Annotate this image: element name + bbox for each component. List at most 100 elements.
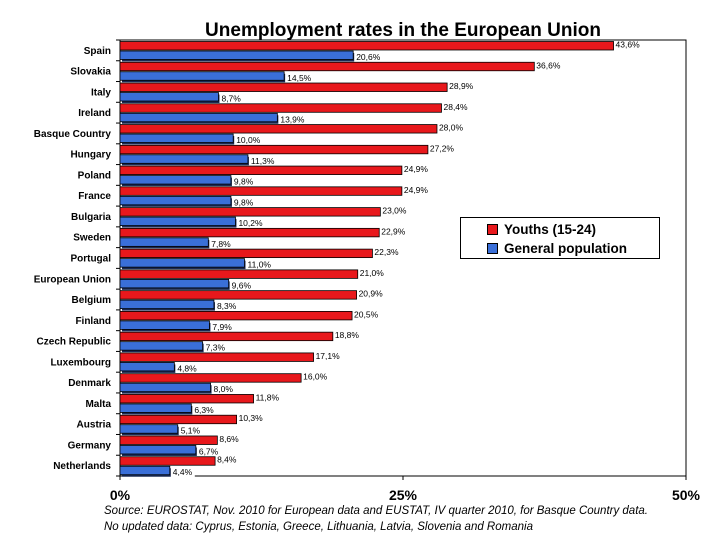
- data-label-general-denmark: 8,0%: [214, 384, 234, 394]
- data-label-bg-general-italy: [219, 93, 244, 104]
- data-label-general-european-union: 9,6%: [232, 280, 252, 290]
- data-label-bg-general-luxembourg: [175, 363, 200, 374]
- bar-general-hungary: [119, 154, 249, 164]
- data-label-general-basque-country: 10,0%: [236, 135, 261, 145]
- bar-youths-netherlands: [119, 456, 216, 466]
- data-label-bg-general-czech-republic: [203, 342, 228, 353]
- chart-title: Unemployment rates in the European Union: [205, 20, 601, 41]
- data-label-general-slovakia: 14,5%: [287, 73, 312, 83]
- bar-general-slovakia: [119, 71, 285, 81]
- data-label-bg-general-denmark: [211, 384, 236, 395]
- data-label-bg-general-hungary: [248, 155, 278, 166]
- category-label-finland: Finland: [75, 316, 111, 327]
- bar-youths-spain: [119, 41, 614, 51]
- data-label-bg-general-netherlands: [170, 467, 195, 478]
- bar-youths-france: [119, 186, 403, 196]
- chart-legend: Youths (15-24) General population: [460, 217, 660, 259]
- data-label-general-spain: 20,6%: [356, 52, 381, 62]
- data-label-bg-general-european-union: [229, 280, 254, 291]
- category-label-austria: Austria: [77, 420, 112, 431]
- data-label-youths-sweden: 22,9%: [381, 226, 406, 236]
- data-label-general-belgium: 8,3%: [217, 301, 237, 311]
- footnote-line-2: No updated data: Cyprus, Estonia, Greece…: [104, 521, 533, 533]
- bar-general-finland: [119, 320, 210, 330]
- data-label-youths-malta: 11,8%: [256, 392, 280, 402]
- data-label-youths-poland: 24,9%: [404, 164, 429, 174]
- source-footnote: Source: EUROSTAT, Nov. 2010 for European…: [104, 503, 648, 535]
- legend-label-youths: Youths (15-24): [504, 222, 597, 237]
- bar-youths-slovakia: [119, 61, 535, 72]
- bar-general-poland: [119, 175, 232, 185]
- data-label-bg-general-france: [231, 197, 256, 208]
- bar-general-portugal: [119, 258, 245, 268]
- bar-youths-sweden: [119, 227, 380, 238]
- bar-general-germany: [119, 445, 197, 455]
- bar-general-basque-country: [119, 133, 234, 143]
- x-tick-label-0: 0%: [110, 487, 131, 503]
- category-label-sweden: Sweden: [73, 233, 111, 244]
- legend-swatch-general: [487, 243, 498, 254]
- legend-item-youths: Youths (15-24): [461, 220, 659, 239]
- data-label-general-luxembourg: 4,8%: [177, 363, 197, 373]
- data-label-general-austria: 5,1%: [181, 426, 201, 436]
- x-tick-label-50: 50%: [672, 487, 701, 503]
- data-label-general-poland: 9,8%: [234, 177, 254, 187]
- data-label-youths-czech-republic: 18,8%: [335, 330, 360, 340]
- data-label-bg-general-basque-country: [234, 135, 264, 146]
- category-label-netherlands: Netherlands: [53, 461, 111, 472]
- data-label-youths-portugal: 22,3%: [374, 247, 399, 257]
- data-label-general-france: 9,8%: [234, 197, 254, 207]
- bar-general-malta: [119, 403, 192, 413]
- category-label-belgium: Belgium: [72, 295, 112, 306]
- data-label-bg-general-austria: [178, 425, 203, 436]
- data-label-bg-general-bulgaria: [236, 218, 266, 229]
- legend-label-general: General population: [504, 241, 628, 256]
- bar-youths-portugal: [119, 248, 373, 259]
- bar-general-bulgaria: [119, 216, 236, 226]
- bar-youths-basque-country: [119, 124, 438, 134]
- bar-youths-italy: [119, 82, 448, 92]
- bar-general-france: [119, 195, 232, 206]
- category-label-czech-republic: Czech Republic: [37, 337, 112, 348]
- bar-youths-finland: [119, 311, 353, 321]
- bar-general-luxembourg: [119, 362, 175, 372]
- data-label-bg-general-poland: [231, 176, 256, 187]
- data-label-general-sweden: 7,8%: [211, 239, 231, 249]
- bar-youths-bulgaria: [119, 207, 381, 217]
- bar-general-italy: [119, 92, 219, 102]
- bar-youths-belgium: [119, 290, 357, 300]
- category-label-bulgaria: Bulgaria: [71, 212, 111, 223]
- category-label-basque-country: Basque Country: [34, 129, 112, 140]
- data-label-youths-netherlands: 8,4%: [217, 455, 237, 465]
- legend-item-general: General population: [461, 239, 659, 258]
- data-label-youths-germany: 8,6%: [219, 434, 239, 444]
- bar-general-ireland: [119, 112, 278, 123]
- bar-youths-malta: [119, 394, 254, 404]
- bar-general-austria: [119, 424, 179, 434]
- data-label-youths-european-union: 21,0%: [360, 268, 385, 278]
- legend-swatch-youths: [487, 224, 498, 235]
- data-label-youths-bulgaria: 23,0%: [382, 206, 407, 216]
- data-label-general-finland: 7,9%: [212, 322, 232, 332]
- category-label-luxembourg: Luxembourg: [50, 357, 111, 368]
- bar-general-czech-republic: [119, 341, 204, 351]
- data-label-general-malta: 6,3%: [194, 405, 214, 415]
- data-label-youths-slovakia: 36,6%: [536, 60, 561, 70]
- category-label-italy: Italy: [91, 87, 111, 98]
- footnote-line-1: Source: EUROSTAT, Nov. 2010 for European…: [104, 505, 648, 517]
- bar-general-denmark: [119, 382, 211, 393]
- bar-youths-luxembourg: [119, 352, 314, 362]
- data-label-general-ireland: 13,9%: [280, 114, 305, 124]
- data-label-general-netherlands: 4,4%: [173, 467, 193, 477]
- data-label-general-italy: 8,7%: [221, 94, 241, 104]
- bar-youths-denmark: [119, 373, 302, 383]
- category-label-germany: Germany: [68, 440, 112, 451]
- category-label-malta: Malta: [85, 399, 111, 410]
- category-label-spain: Spain: [84, 46, 111, 57]
- data-label-bg-general-malta: [192, 404, 217, 415]
- bar-general-netherlands: [119, 465, 171, 476]
- bar-youths-germany: [119, 435, 218, 445]
- data-label-youths-italy: 28,9%: [449, 81, 474, 91]
- data-label-youths-france: 24,9%: [404, 185, 429, 195]
